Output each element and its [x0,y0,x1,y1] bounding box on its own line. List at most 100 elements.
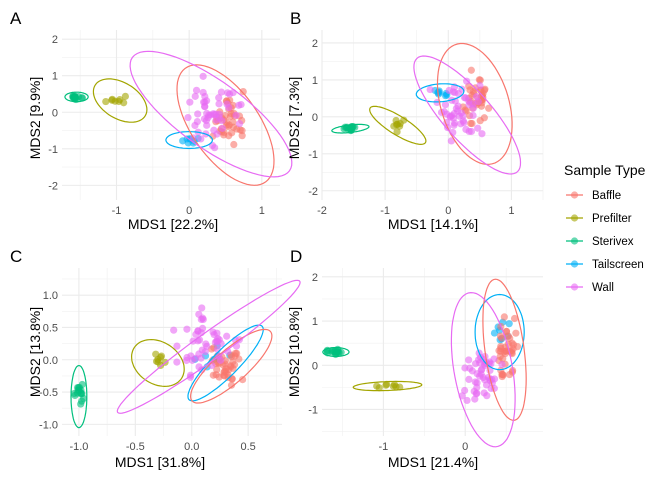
y-tick-label: 2 [52,34,58,46]
data-point [208,141,217,150]
y-tick-label: -2 [308,186,318,198]
data-point [198,304,206,312]
panel-d: D MDS1 [21.4%] MDS2 [10.8%] -1 0 -1 0 1 2 [286,247,543,470]
data-point [73,389,82,397]
series-prefilter [152,350,169,370]
data-point [192,86,201,94]
data-point [121,92,129,100]
ellipse-baffle [176,64,275,186]
panel-c: C MDS1 [31.8%] MDS2 [13.8%] -1.0 -0.5 0.0 0… [10,247,301,470]
data-point [218,117,226,125]
data-point [218,124,226,132]
panel-label-a: A [10,9,22,28]
ellipse-sterivex [70,364,88,429]
data-point [173,358,181,366]
data-point [471,360,480,368]
legend-item-tailscreen: Tailscreen [566,259,644,271]
y-axis-title-c: MDS2 [13.8%] [27,307,43,397]
data-point [232,111,240,119]
data-point [213,329,221,337]
ellipse-prefilter [130,338,185,388]
data-point [446,113,454,121]
data-point [199,72,207,80]
data-point [184,113,192,122]
data-point [465,375,473,383]
grid-a [62,30,280,200]
x-tick-label: -1 [112,205,122,217]
data-point [78,397,86,405]
y-tick-label: -1 [308,404,318,416]
ellipse-prefilter [92,78,148,123]
data-point [191,92,199,100]
legend-key-point [570,283,579,291]
data-point [212,371,220,379]
data-point [450,119,459,127]
series-prefilter [373,380,404,392]
data-point [217,88,226,96]
y-tick-label: 0 [312,112,318,124]
data-point [224,373,232,382]
y-tick-label: -1 [308,149,318,161]
data-point [108,96,116,104]
data-point [474,124,482,132]
data-point [231,349,240,357]
legend-key-point [570,260,579,268]
x-tick-label: -0.5 [126,441,145,453]
data-point [194,110,202,118]
data-point [216,356,225,364]
ellipse-baffle [482,278,527,422]
x-tick-label: -1.0 [69,441,88,453]
data-point [461,364,469,372]
data-point [463,396,471,405]
ellipse-baffle [436,42,513,165]
ellipse-sterivex [322,347,350,357]
data-point [229,358,237,366]
data-point [500,313,508,321]
data-point [188,356,196,364]
x-tick-label: 0 [186,205,192,217]
data-point [183,325,191,333]
legend-key-point [570,214,579,222]
data-point [199,88,207,97]
data-point [461,386,469,395]
data-point [465,127,473,136]
data-point [215,94,223,102]
series-wall [184,72,245,152]
data-point [235,101,243,109]
ellipse-prefilter [369,105,427,146]
y-tick-label: -2 [48,180,58,192]
data-point [351,123,359,131]
series-baffle [495,313,522,381]
data-point [235,120,244,128]
ellipse-wall [129,50,293,178]
y-tick-label: -1 [48,144,58,156]
x-axis-title-a: MDS1 [22.2%] [128,216,218,232]
series-prefilter [390,116,408,136]
data-point [476,76,484,84]
data-point [497,344,505,353]
data-point [213,337,221,346]
data-point [513,343,522,351]
x-tick-label: -1 [380,205,390,217]
y-axis-title-d: MDS2 [10.8%] [286,307,302,397]
x-axis-title-b: MDS1 [14.1%] [388,216,478,232]
ellipse-sterivex [331,123,370,134]
series-sterivex [69,92,86,104]
ellipse-sterivex [64,91,89,103]
data-point [512,329,520,337]
data-point [508,368,516,376]
y-tick-label: 1 [312,75,318,87]
data-point [473,379,481,387]
data-point [223,332,231,340]
data-point [447,137,455,145]
x-tick-label: -1 [378,441,388,453]
data-point [239,88,247,96]
y-tick-label: 1 [52,71,58,83]
legend-title: Sample Type [564,162,646,178]
y-tick-label: 0 [52,107,58,119]
data-point [215,110,223,118]
data-point [206,111,215,119]
data-point [202,340,210,348]
data-point [157,361,165,370]
data-point [236,126,244,134]
